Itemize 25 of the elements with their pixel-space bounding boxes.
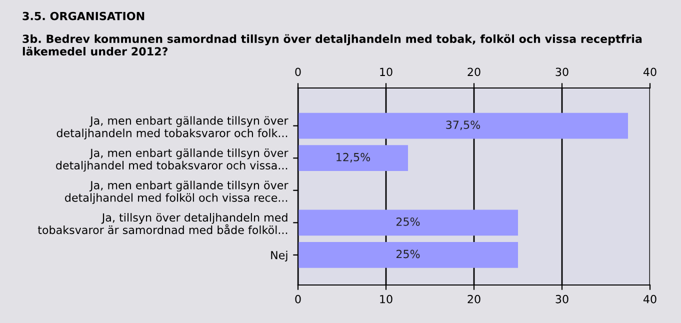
bar: [298, 210, 518, 236]
x-tick-label: 20: [468, 294, 480, 304]
y-tick-label: Ja, men enbart gällande tillsyn över detaljhandel med tobaksvaror och vissa...: [56, 148, 288, 172]
x2-tick-label: 10: [380, 68, 392, 76]
x-tick-label: 10: [380, 294, 392, 304]
y-tick-label: Nej: [271, 250, 288, 262]
chart-subtitle: 3b. Bedrev kommunen samordnad tillsyn över detaljhandeln med tobak, folköl och vissa receptfria läkemedel under 2012?: [22, 34, 642, 56]
x2-tick-label: 40: [643, 68, 656, 76]
x-tick-label: 30: [556, 294, 568, 304]
data-label: 12,5%: [336, 152, 370, 162]
bar: [298, 145, 408, 171]
y-tick-label: Ja, men enbart gällande tillsyn över detaljhandeln med tobaksvaror och folk...: [56, 116, 288, 140]
x-tick-label: 40: [643, 294, 656, 304]
bar: [298, 242, 518, 268]
y-tick-label: Ja, men enbart gällande tillsyn över detaljhandel med folköl och vissa rece...: [65, 180, 288, 204]
x2-tick-label: 20: [468, 68, 480, 76]
x2-tick-label: 0: [295, 68, 301, 76]
data-label: 37,5%: [446, 120, 480, 130]
y-tick-label: Ja, tillsyn över detaljhandeln med tobaksvaror är samordnad med både folköl...: [38, 213, 288, 234]
x2-tick-label: 30: [556, 68, 568, 76]
x-tick-label: 0: [295, 294, 301, 304]
data-label: 25%: [396, 217, 420, 226]
text: 3.5. ORGANISATION: [22, 12, 144, 20]
bar: [298, 112, 628, 139]
data-label: 25%: [396, 250, 420, 258]
